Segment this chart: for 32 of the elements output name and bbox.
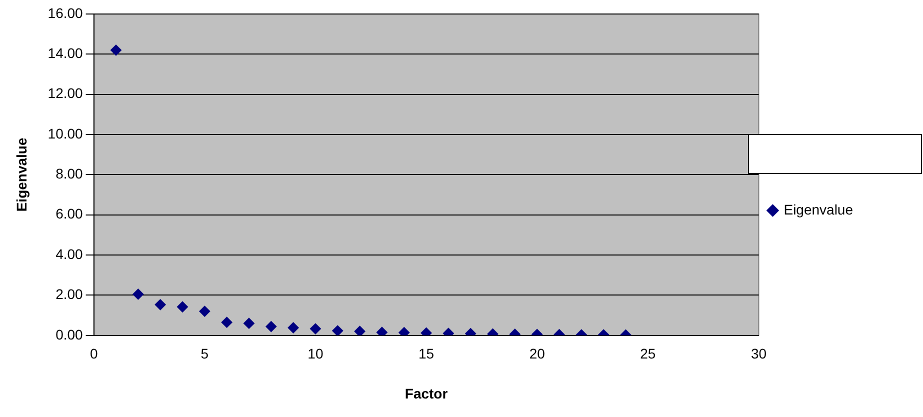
point — [310, 323, 321, 334]
y-tick-label: 6.00 — [56, 206, 84, 222]
x-tick-label: 25 — [640, 346, 656, 362]
x-tick-label: 15 — [418, 346, 434, 362]
point — [266, 321, 277, 332]
point — [332, 325, 344, 336]
point — [376, 326, 388, 336]
x-axis-title: Factor — [404, 385, 448, 402]
y-tick-label: 12.00 — [48, 85, 84, 102]
y-tick-label: 4.00 — [56, 246, 84, 262]
point — [221, 316, 232, 328]
y-tick-label: 8.00 — [56, 166, 84, 182]
y-tick-label: 16.00 — [48, 4, 84, 21]
legend-label: Eigenvalue — [784, 201, 854, 218]
x-tick-label: 30 — [750, 346, 767, 362]
point — [354, 326, 366, 336]
point — [132, 288, 144, 300]
y-tick-label: 14.00 — [48, 45, 84, 62]
point — [288, 322, 299, 334]
x-tick-label: 0 — [90, 346, 98, 362]
x-tick-label: 10 — [308, 346, 324, 362]
x-tick-label: 20 — [529, 346, 546, 362]
point — [110, 44, 122, 56]
y-tick-label: 0.00 — [56, 326, 84, 342]
point — [243, 318, 254, 329]
point — [199, 306, 210, 317]
y-axis-title: Eigenvalue — [13, 138, 30, 212]
x-tick-label: 5 — [200, 346, 209, 362]
point — [154, 299, 166, 310]
point — [176, 301, 188, 312]
y-tick-label: 2.00 — [56, 286, 84, 302]
y-tick-label: 10.00 — [48, 125, 84, 142]
